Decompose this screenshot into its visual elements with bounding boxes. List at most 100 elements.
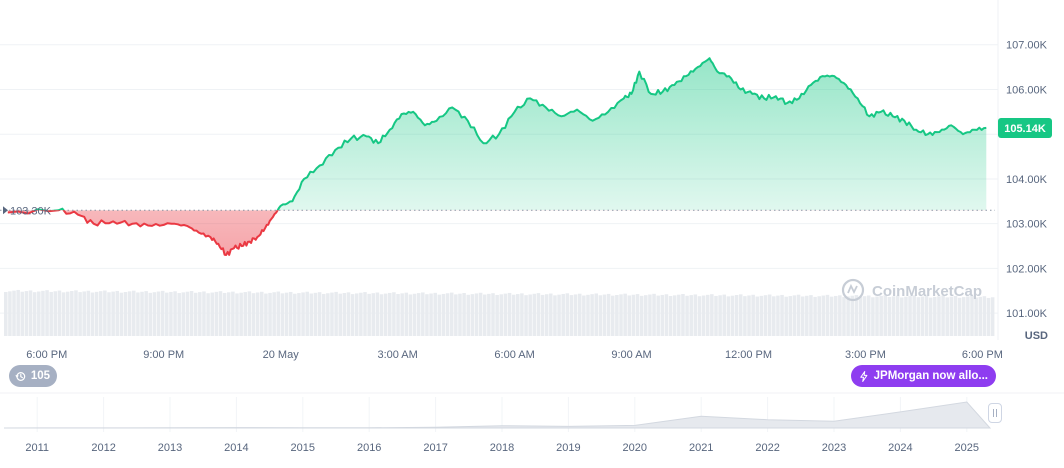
events-badge[interactable]: 105 [9,365,57,387]
volume-bar [98,291,103,336]
volume-bar [177,293,181,336]
volume-bar [705,294,710,336]
volume-bar [20,291,25,336]
volume-bar [598,295,603,336]
volume-bar [441,293,446,336]
volume-bar [160,290,165,336]
y-tick-label: 104.00K [1006,174,1048,186]
volume-bar [136,292,140,336]
volume-bar [152,292,157,336]
navigator-year-label: 2022 [755,442,779,454]
watermark-logo: CoinMarketCap [841,278,982,302]
volume-bar [425,294,429,336]
navigator-year-label: 2025 [955,442,979,454]
volume-bar [404,292,409,336]
price-line-up [33,57,987,211]
volume-bar [668,296,673,336]
volume-bar [445,293,450,336]
volume-bar [330,292,334,336]
volume-bar [169,291,173,336]
events-count: 105 [30,370,50,382]
volume-bar [553,295,557,336]
volume-bar [247,291,252,336]
volume-bar [796,294,801,336]
volume-bar [672,295,677,336]
volume-bar [8,291,12,336]
volume-bar [759,295,764,336]
volume-bar [660,294,665,336]
volume-bar [677,294,681,336]
volume-bar [780,294,784,336]
y-tick-label: 102.00K [1006,263,1048,275]
navigator[interactable]: 2011 2012 2013 2014 2015 2016 2017 2018 2019 2020… [0,392,1064,454]
volume-bar [945,297,949,336]
navigator-year-label: 2017 [423,442,447,454]
navigator-year-axis: 2011 2012 2013 2014 2015 2016 2017 2018 2019 2020… [25,442,979,454]
volume-bar [912,295,916,336]
volume-bar [61,292,66,336]
volume-bar [70,291,74,336]
volume-bar [400,293,404,336]
volume-bar [850,295,855,336]
navigator-year-label: 2016 [357,442,381,454]
volume-bar [557,294,561,336]
volume-bar [86,290,91,336]
volume-bar [602,294,607,336]
volume-bar [516,294,520,336]
volume-bar [520,293,524,336]
volume-bar [173,291,177,336]
volume-bar [491,293,495,336]
volume-bar [49,291,53,336]
volume-bar [743,296,747,336]
price-area-down [7,210,987,255]
volume-bar [974,297,978,336]
volume-bar [276,291,281,336]
volume-bar [805,295,809,336]
volume-bar [326,293,330,336]
navigator-history-area [3,401,992,429]
volume-bar [565,293,570,336]
volume-bar [371,293,376,336]
volume-bar [644,295,648,336]
volume-bar [156,291,161,336]
volume-bar [474,293,479,336]
volume-bar [891,296,896,336]
volume-bar [800,296,805,336]
volume-bar [569,295,574,336]
currency-label: USD [1025,330,1048,342]
baseline-marker-icon [3,206,8,215]
volume-bar [140,291,144,336]
navigator-range-handle[interactable] [988,403,1002,423]
volume-bar [722,294,727,336]
price-area-up [35,58,987,211]
volume-bar [937,296,941,336]
volume-bar [260,291,264,336]
volume-bar [127,291,132,336]
volume-bar [392,292,396,336]
navigator-year-label: 2018 [490,442,514,454]
volume-bar [181,292,186,336]
volume-bar [198,292,202,336]
volume-bar [90,292,95,336]
volume-bar [817,296,821,336]
volume-bar [635,294,640,336]
volume-bar [685,295,689,336]
volume-bar [710,294,714,336]
volume-bar [103,290,107,336]
current-price-badge: 105.14K [998,117,1052,138]
volume-bar [309,293,314,336]
volume-bars [4,289,995,336]
volume-bar [437,294,442,336]
volume-bar [982,296,987,336]
volume-bar [32,292,37,336]
volume-bar [594,293,598,336]
volume-bar [858,296,863,336]
volume-bar [421,292,425,336]
volume-bar [144,291,148,336]
volume-bar [470,294,475,336]
volume-bar [388,292,392,336]
news-badge[interactable]: JPMorgan now allo... [851,365,996,387]
volume-bar [317,292,322,336]
volume-bar [334,291,338,336]
